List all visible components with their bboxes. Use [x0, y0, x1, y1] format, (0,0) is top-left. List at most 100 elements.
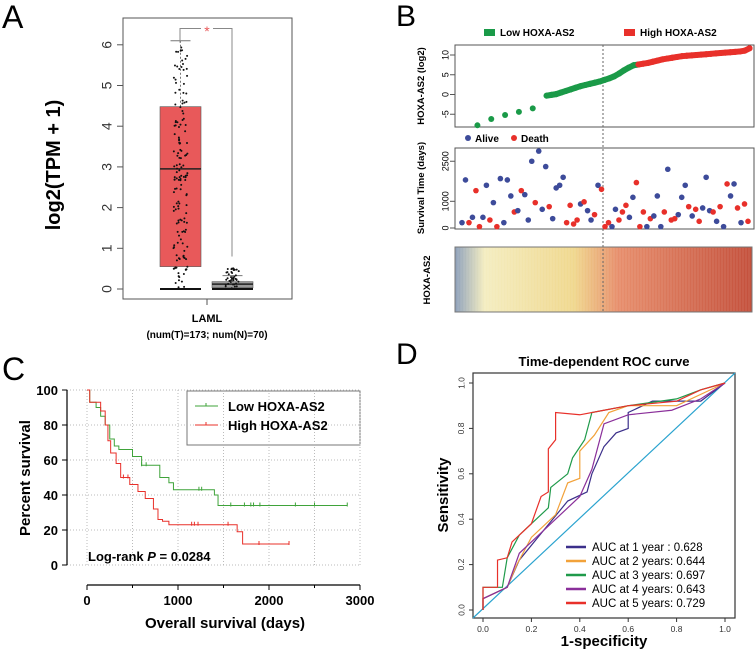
data-point: [184, 124, 187, 127]
data-point: [185, 204, 188, 207]
alive-point: [626, 214, 633, 221]
data-point: [184, 130, 187, 133]
data-point: [229, 279, 232, 282]
risk-curve-segment: [741, 45, 753, 54]
alive-point: [539, 206, 546, 213]
data-point: [185, 67, 188, 70]
data-point: [182, 255, 185, 258]
y-tick-label: 0.4: [456, 513, 466, 525]
legend-label: AUC at 4 years: 0.643: [592, 584, 705, 596]
data-point: [176, 121, 179, 124]
legend-high: High HOXA-AS2: [640, 28, 717, 39]
death-point: [581, 199, 587, 205]
x-tick-label: 0.6: [622, 624, 634, 634]
panel-c-kaplan-meier: Percent survival Overall survival (days)…: [17, 383, 374, 632]
data-point: [172, 191, 175, 194]
alive-point: [521, 191, 528, 198]
alive-point: [560, 174, 566, 181]
y-tick-label: 0.0: [456, 604, 466, 616]
data-point: [172, 209, 175, 212]
y-tick-label: 1.0: [456, 377, 466, 389]
legend-death: Death: [521, 134, 549, 145]
x-tick-label: 1.0: [719, 624, 731, 634]
data-point: [185, 100, 188, 103]
data-point: [224, 283, 227, 286]
alive-point: [528, 158, 535, 165]
roc-curve: [482, 382, 726, 610]
death-point: [619, 209, 626, 215]
data-point: [186, 245, 189, 248]
data-point: [186, 265, 189, 268]
data-point: [186, 172, 189, 175]
data-point: [173, 133, 176, 136]
data-point: [230, 268, 233, 271]
alive-point: [658, 223, 664, 230]
y-tick-label: 6: [99, 41, 115, 49]
data-point: [235, 282, 238, 285]
death-point: [640, 209, 647, 215]
x-axis-label: 1-specificity: [561, 633, 648, 650]
data-point: [185, 194, 188, 197]
alive-point: [462, 177, 469, 183]
y-tick-label: 80: [44, 418, 58, 433]
data-point: [185, 92, 188, 95]
data-point: [182, 272, 185, 275]
data-point: [183, 220, 186, 223]
data-point: [176, 241, 179, 244]
death-point: [745, 218, 751, 225]
death-point: [637, 223, 643, 230]
alive-point: [713, 218, 720, 225]
legend-box: [186, 390, 361, 446]
data-point: [176, 167, 179, 170]
data-point: [177, 286, 180, 289]
data-point: [174, 208, 177, 211]
alive-point: [497, 175, 504, 182]
legend-label: Low HOXA-AS2: [228, 399, 325, 414]
legend-label: AUC at 5 years: 0.729: [592, 598, 705, 610]
alive-point: [630, 194, 636, 201]
alive-point: [651, 213, 657, 219]
death-point: [518, 187, 525, 194]
data-point: [182, 112, 185, 115]
data-point: [177, 152, 180, 155]
alive-point: [584, 207, 591, 214]
data-point: [230, 276, 233, 279]
alive-point: [720, 223, 727, 230]
data-point: [178, 88, 181, 91]
alive-point: [654, 193, 661, 199]
data-point: [180, 66, 183, 69]
data-point: [184, 176, 187, 179]
legend-swatch-high: [624, 29, 635, 36]
y-tick-label: 0: [440, 92, 450, 97]
death-point: [616, 217, 622, 223]
death-point: [710, 209, 716, 215]
x-axis-label: LAML: [192, 313, 223, 325]
data-point: [181, 118, 184, 121]
data-point: [181, 49, 184, 52]
data-point: [173, 176, 176, 179]
y-tick-label: 5: [99, 81, 115, 89]
panel-d-roc: Time-dependent ROC curve Sensitivity 1-s…: [435, 354, 736, 650]
data-point: [234, 274, 237, 277]
y-tick-label: 3: [99, 163, 115, 171]
alive-point: [483, 182, 490, 189]
panel-b-risk-plot: HOXA-AS2 (log2) Survival Time (days) HOX…: [416, 28, 755, 313]
data-point: [183, 101, 186, 104]
death-point: [692, 206, 699, 213]
data-point: [175, 254, 178, 257]
data-point: [225, 278, 228, 281]
y-tick-label: 10: [440, 50, 450, 60]
alive-point: [699, 205, 706, 211]
data-point: [181, 62, 184, 65]
data-point: [232, 269, 235, 272]
death-point: [598, 186, 605, 193]
alive-point: [542, 163, 549, 170]
legend-alive: Alive: [475, 134, 499, 145]
data-point: [184, 57, 187, 60]
data-point: [232, 267, 235, 270]
legend-label: AUC at 1 year : 0.628: [592, 542, 703, 554]
x-tick-label: 0.8: [671, 624, 683, 634]
data-point: [179, 188, 182, 191]
data-point: [177, 275, 180, 278]
data-point: [227, 273, 230, 276]
